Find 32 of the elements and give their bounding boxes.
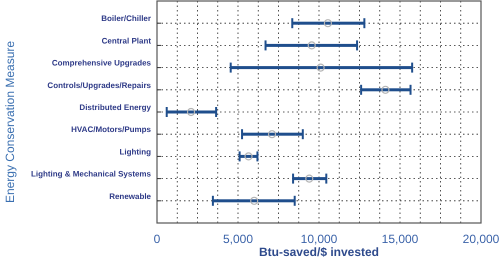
- bar: [166, 110, 216, 114]
- point: [305, 174, 314, 183]
- bar: [361, 88, 411, 92]
- y-tick-label: Distributed Energy: [79, 103, 152, 112]
- y-tick-label: Controls/Upgrades/Repairs: [47, 80, 152, 90]
- point: [308, 41, 316, 50]
- y-tick-label: Renewable: [109, 192, 152, 201]
- x-tick-label: 20,000: [462, 232, 500, 246]
- point: [324, 19, 332, 28]
- x-tick-label: 5,000: [222, 232, 254, 246]
- x-tick-label: 15,000: [382, 232, 419, 246]
- x-tick-label: 10,000: [300, 232, 338, 246]
- x-tick-label: 0: [154, 232, 161, 246]
- point: [268, 130, 276, 138]
- y-axis-title: Energy Conservation Measure: [3, 40, 17, 204]
- point: [244, 152, 253, 160]
- bar: [212, 199, 295, 202]
- bar: [242, 132, 303, 136]
- y-tick-label: Boiler/Chiller: [101, 14, 151, 24]
- bar: [230, 66, 412, 70]
- y-tick-label: Lighting: [119, 147, 152, 156]
- point: [186, 108, 196, 116]
- y-tick-label: Comprehensive Upgrades: [52, 58, 152, 68]
- y-tick-label: Central Plant: [102, 36, 152, 46]
- x-axis-title: Btu-saved/$ invested: [258, 245, 380, 259]
- point: [250, 196, 258, 205]
- y-tick-label: Lighting & Mechanical Systems: [30, 170, 152, 179]
- bar: [292, 22, 364, 25]
- point: [381, 86, 390, 94]
- bar: [266, 44, 358, 47]
- y-tick-label: HVAC/Motors/Pumps: [71, 125, 152, 134]
- point: [316, 63, 325, 72]
